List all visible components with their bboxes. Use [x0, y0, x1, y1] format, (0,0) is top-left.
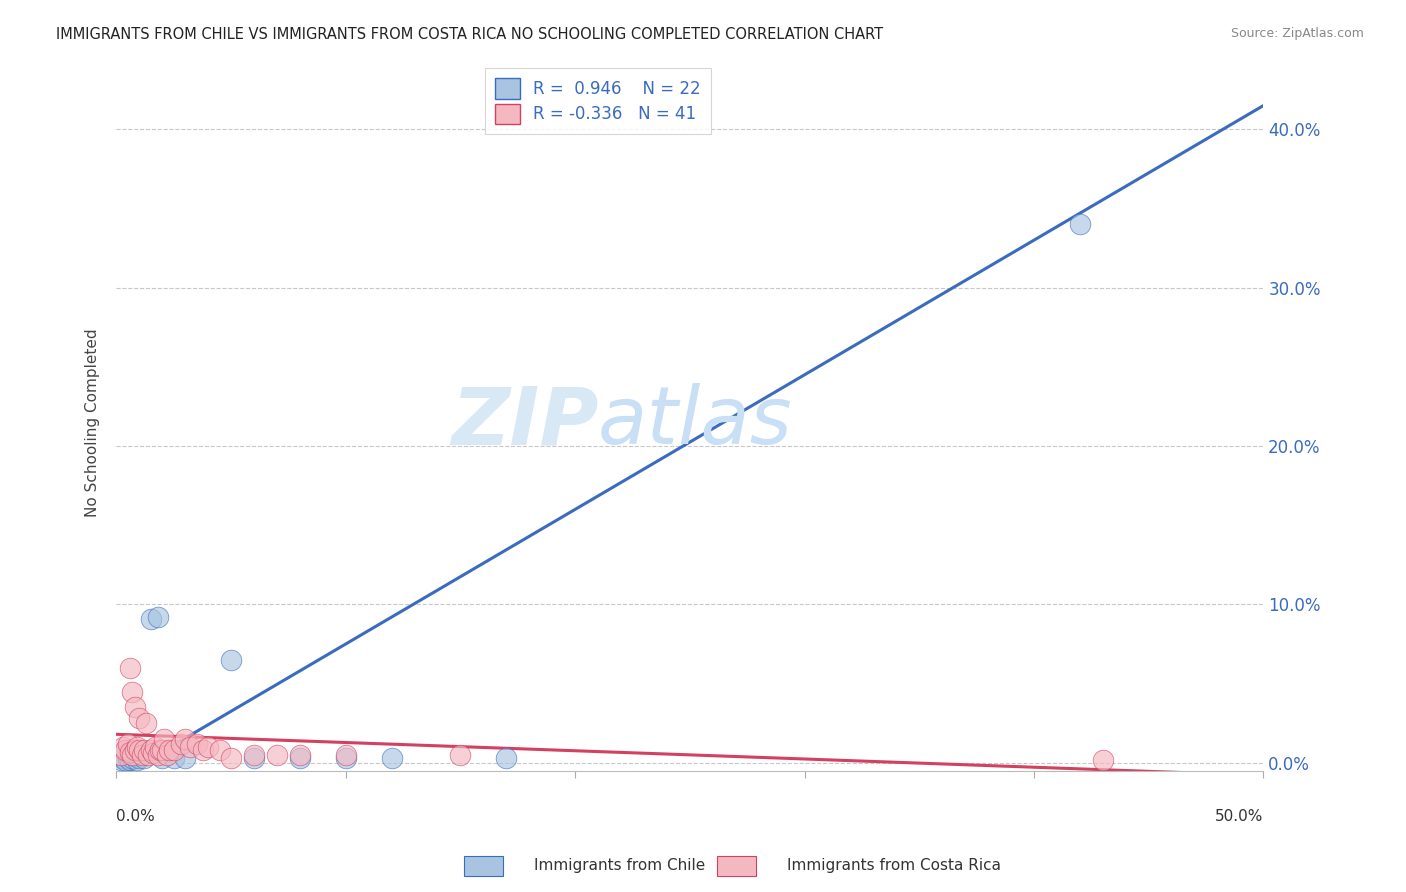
Point — [208, 743, 231, 757]
Point — [117, 751, 139, 765]
Point — [150, 743, 173, 757]
Point — [124, 743, 146, 757]
Point — [174, 751, 197, 765]
Point — [157, 743, 180, 757]
Point — [146, 610, 169, 624]
Point — [243, 751, 266, 765]
Point — [118, 661, 141, 675]
Point — [138, 747, 160, 762]
Point — [288, 747, 311, 762]
Point — [153, 732, 176, 747]
Point — [124, 700, 146, 714]
Point — [143, 739, 166, 754]
Point — [142, 746, 165, 760]
Point — [131, 747, 153, 762]
Point — [114, 753, 136, 767]
Point — [132, 743, 155, 757]
Point — [380, 751, 402, 765]
Point — [169, 737, 191, 751]
Point — [219, 653, 242, 667]
Point — [132, 751, 155, 765]
Text: Source: ZipAtlas.com: Source: ZipAtlas.com — [1230, 27, 1364, 40]
Text: 0.0%: 0.0% — [117, 809, 155, 824]
Point — [146, 747, 169, 762]
Point — [243, 747, 266, 762]
Point — [150, 751, 173, 765]
Point — [125, 753, 148, 767]
Point — [121, 751, 143, 765]
Point — [128, 711, 150, 725]
Point — [118, 745, 141, 759]
Text: 50.0%: 50.0% — [1215, 809, 1264, 824]
Point — [179, 739, 201, 754]
Point — [174, 732, 197, 747]
Point — [139, 612, 162, 626]
Point — [162, 743, 184, 757]
Point — [162, 751, 184, 765]
Point — [449, 747, 471, 762]
Point — [117, 737, 139, 751]
Point — [335, 747, 357, 762]
Text: ZIP: ZIP — [451, 384, 598, 461]
Y-axis label: No Schooling Completed: No Schooling Completed — [86, 328, 100, 516]
Text: atlas: atlas — [598, 384, 793, 461]
Point — [118, 753, 141, 767]
Point — [110, 753, 132, 767]
Point — [124, 749, 146, 764]
Point — [112, 751, 135, 765]
Point — [121, 747, 143, 762]
Point — [156, 747, 179, 762]
Point — [121, 684, 143, 698]
Point — [128, 751, 150, 765]
Point — [219, 751, 242, 765]
Point — [288, 751, 311, 765]
Text: IMMIGRANTS FROM CHILE VS IMMIGRANTS FROM COSTA RICA NO SCHOOLING COMPLETED CORRE: IMMIGRANTS FROM CHILE VS IMMIGRANTS FROM… — [56, 27, 883, 42]
Point — [114, 743, 136, 757]
Point — [128, 743, 150, 757]
Point — [139, 743, 162, 757]
Point — [110, 747, 132, 762]
Point — [112, 739, 135, 754]
Point — [125, 739, 148, 754]
Point — [495, 751, 517, 765]
Point — [266, 747, 288, 762]
Point — [186, 737, 208, 751]
Point — [1069, 218, 1091, 232]
Text: Immigrants from Chile: Immigrants from Chile — [534, 858, 706, 872]
Point — [197, 739, 219, 754]
Point — [193, 743, 215, 757]
Point — [135, 716, 157, 731]
Legend: R =  0.946    N = 22, R = -0.336   N = 41: R = 0.946 N = 22, R = -0.336 N = 41 — [485, 69, 711, 134]
Point — [149, 743, 172, 757]
Point — [1091, 753, 1114, 767]
Point — [335, 751, 357, 765]
Text: Immigrants from Costa Rica: Immigrants from Costa Rica — [787, 858, 1001, 872]
